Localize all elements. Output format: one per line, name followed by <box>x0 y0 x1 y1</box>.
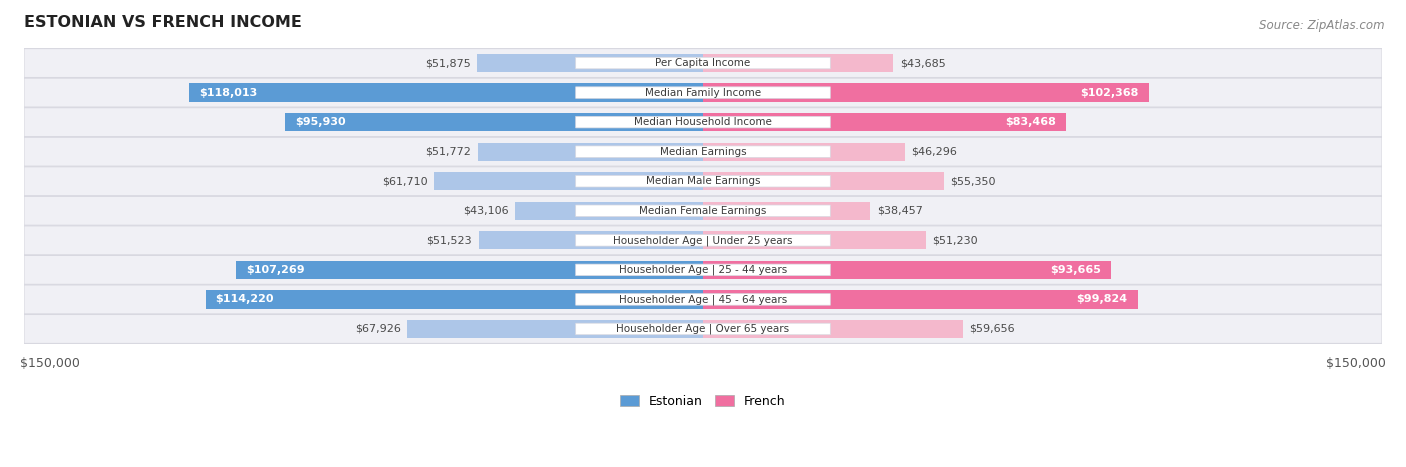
Bar <box>703 202 870 220</box>
Text: $51,523: $51,523 <box>426 235 472 245</box>
FancyBboxPatch shape <box>575 87 831 99</box>
Text: ESTONIAN VS FRENCH INCOME: ESTONIAN VS FRENCH INCOME <box>24 15 302 30</box>
Text: Source: ZipAtlas.com: Source: ZipAtlas.com <box>1260 19 1385 32</box>
Bar <box>703 320 963 338</box>
FancyBboxPatch shape <box>24 137 1382 166</box>
Text: Median Earnings: Median Earnings <box>659 147 747 157</box>
Text: $83,468: $83,468 <box>1005 117 1056 127</box>
Text: $51,230: $51,230 <box>932 235 979 245</box>
Bar <box>703 261 1111 279</box>
Bar <box>516 202 703 220</box>
Bar <box>477 54 703 72</box>
FancyBboxPatch shape <box>575 176 831 187</box>
Bar <box>478 142 703 161</box>
Text: $102,368: $102,368 <box>1080 88 1139 98</box>
Text: Householder Age | 45 - 64 years: Householder Age | 45 - 64 years <box>619 294 787 304</box>
Text: $99,824: $99,824 <box>1077 294 1128 304</box>
Text: $114,220: $114,220 <box>215 294 274 304</box>
Text: Median Family Income: Median Family Income <box>645 88 761 98</box>
Bar <box>703 231 927 249</box>
Bar <box>190 84 703 102</box>
FancyBboxPatch shape <box>24 108 1382 137</box>
Text: Householder Age | Over 65 years: Householder Age | Over 65 years <box>616 324 790 334</box>
Bar <box>205 290 703 309</box>
FancyBboxPatch shape <box>575 146 831 157</box>
FancyBboxPatch shape <box>24 196 1382 225</box>
Text: Median Male Earnings: Median Male Earnings <box>645 176 761 186</box>
Text: $61,710: $61,710 <box>382 176 427 186</box>
Bar <box>703 142 904 161</box>
Bar <box>703 113 1066 131</box>
Bar <box>285 113 703 131</box>
Text: $43,106: $43,106 <box>463 206 509 216</box>
Text: $67,926: $67,926 <box>354 324 401 334</box>
Bar <box>408 320 703 338</box>
Bar <box>703 290 1137 309</box>
FancyBboxPatch shape <box>575 234 831 246</box>
Text: $118,013: $118,013 <box>200 88 257 98</box>
Text: $38,457: $38,457 <box>877 206 922 216</box>
FancyBboxPatch shape <box>24 78 1382 107</box>
Text: $59,656: $59,656 <box>969 324 1015 334</box>
Bar <box>236 261 703 279</box>
Text: Per Capita Income: Per Capita Income <box>655 58 751 68</box>
FancyBboxPatch shape <box>24 285 1382 314</box>
Text: $51,772: $51,772 <box>425 147 471 157</box>
Text: $46,296: $46,296 <box>911 147 957 157</box>
FancyBboxPatch shape <box>24 255 1382 284</box>
FancyBboxPatch shape <box>575 264 831 276</box>
FancyBboxPatch shape <box>24 49 1382 78</box>
FancyBboxPatch shape <box>24 314 1382 343</box>
Text: $55,350: $55,350 <box>950 176 995 186</box>
Text: Householder Age | 25 - 44 years: Householder Age | 25 - 44 years <box>619 265 787 275</box>
Bar <box>703 172 943 191</box>
Bar <box>703 54 893 72</box>
Bar <box>478 231 703 249</box>
Text: $107,269: $107,269 <box>246 265 305 275</box>
FancyBboxPatch shape <box>575 323 831 335</box>
FancyBboxPatch shape <box>24 167 1382 196</box>
FancyBboxPatch shape <box>24 226 1382 255</box>
FancyBboxPatch shape <box>575 205 831 217</box>
Text: Median Household Income: Median Household Income <box>634 117 772 127</box>
FancyBboxPatch shape <box>575 294 831 305</box>
FancyBboxPatch shape <box>575 57 831 69</box>
Text: $43,685: $43,685 <box>900 58 945 68</box>
Bar <box>703 84 1149 102</box>
Text: $51,875: $51,875 <box>425 58 471 68</box>
Bar <box>434 172 703 191</box>
Text: Householder Age | Under 25 years: Householder Age | Under 25 years <box>613 235 793 246</box>
FancyBboxPatch shape <box>575 116 831 128</box>
Text: Median Female Earnings: Median Female Earnings <box>640 206 766 216</box>
Legend: Estonian, French: Estonian, French <box>616 390 790 413</box>
Text: $93,665: $93,665 <box>1050 265 1101 275</box>
Text: $95,930: $95,930 <box>295 117 346 127</box>
